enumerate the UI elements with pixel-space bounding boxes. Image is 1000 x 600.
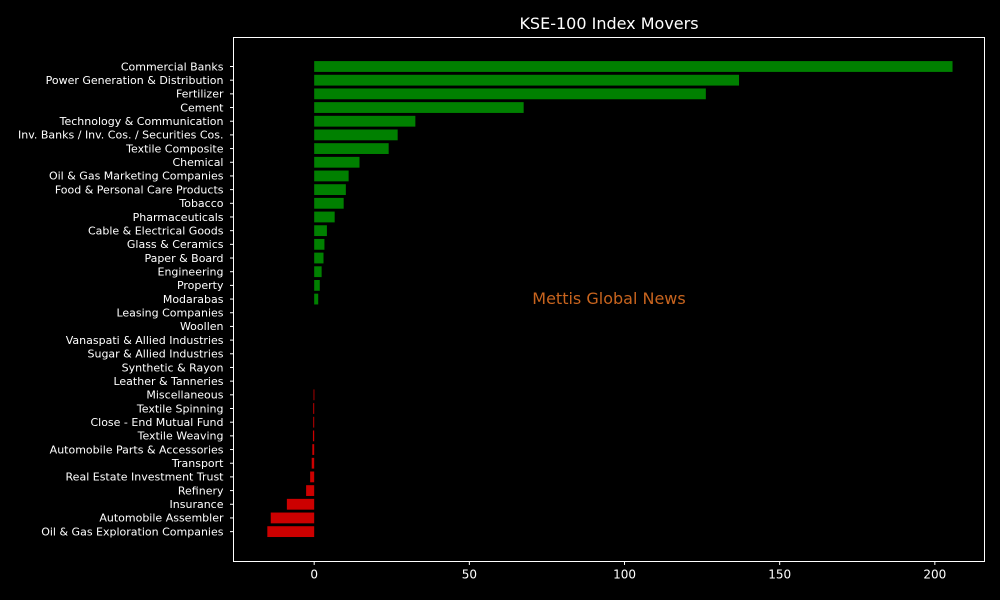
y-tick-label-24: Miscellaneous (146, 389, 223, 402)
bar-27 (312, 430, 315, 442)
y-tick-label-9: Food & Personal Care Products (55, 183, 224, 196)
bar-2 (314, 88, 706, 100)
y-tick-label-16: Property (177, 279, 224, 292)
y-tick-label-22: Synthetic & Rayon (122, 361, 224, 374)
watermark-text: Mettis Global News (532, 289, 685, 308)
y-tick-label-27: Textile Weaving (137, 430, 224, 443)
bar-29 (311, 457, 315, 469)
bar-12 (314, 225, 327, 237)
bar-13 (314, 238, 325, 250)
bar-11 (314, 211, 335, 223)
y-tick-label-7: Chemical (172, 156, 223, 169)
bar-33 (270, 512, 315, 524)
y-tick-label-21: Sugar & Allied Industries (87, 348, 223, 361)
y-tick-label-15: Engineering (158, 266, 224, 279)
bar-26 (313, 416, 315, 428)
y-tick-label-8: Oil & Gas Marketing Companies (49, 170, 224, 183)
y-tick-label-30: Real Estate Investment Trust (66, 471, 225, 484)
y-tick-label-33: Automobile Assembler (99, 512, 224, 525)
y-tick-label-34: Oil & Gas Exploration Companies (41, 525, 224, 538)
bar-30 (310, 471, 315, 483)
y-tick-label-6: Textile Composite (125, 142, 224, 155)
y-tick-label-28: Automobile Parts & Accessories (50, 443, 224, 456)
y-tick-label-13: Glass & Ceramics (127, 238, 224, 251)
x-tick-label-2: 100 (613, 568, 636, 582)
bar-1 (314, 74, 740, 86)
y-tick-label-5: Inv. Banks / Inv. Cos. / Securities Cos. (18, 129, 223, 142)
y-tick-label-32: Insurance (170, 498, 224, 511)
bar-0 (314, 61, 953, 72)
bar-8 (314, 170, 349, 182)
y-tick-label-18: Leasing Companies (116, 307, 223, 320)
y-tick-label-2: Fertilizer (176, 88, 224, 101)
y-tick-label-20: Vanaspati & Allied Industries (66, 334, 224, 347)
y-tick-label-29: Transport (171, 457, 224, 470)
y-tick-label-12: Cable & Electrical Goods (88, 224, 224, 237)
bar-32 (286, 498, 315, 510)
bar-3 (314, 102, 524, 113)
y-tick-label-1: Power Generation & Distribution (46, 74, 224, 87)
y-tick-label-26: Close - End Mutual Fund (90, 416, 223, 429)
y-tick-label-31: Refinery (178, 484, 224, 497)
y-tick-label-17: Modarabas (163, 293, 224, 306)
bar-6 (314, 143, 389, 154)
y-tick-label-11: Pharmaceuticals (133, 211, 224, 224)
bar-5 (314, 129, 398, 141)
bar-34 (267, 526, 315, 538)
bar-25 (313, 403, 315, 414)
bar-28 (312, 444, 315, 455)
y-tick-label-19: Woollen (180, 320, 224, 333)
bar-17 (314, 293, 319, 305)
bar-10 (314, 197, 344, 209)
bar-4 (314, 115, 416, 127)
y-tick-label-25: Textile Spinning (136, 402, 224, 415)
x-tick-label-4: 200 (923, 568, 946, 582)
y-tick-label-14: Paper & Board (144, 252, 223, 265)
y-tick-label-3: Cement (180, 101, 224, 114)
bar-16 (314, 279, 320, 291)
bar-7 (314, 156, 360, 168)
y-tick-label-23: Leather & Tanneries (113, 375, 223, 388)
y-tick-label-0: Commercial Banks (121, 60, 224, 73)
bar-14 (314, 252, 324, 264)
chart-title: KSE-100 Index Movers (519, 14, 698, 33)
y-tick-label-4: Technology & Communication (59, 115, 224, 128)
bar-15 (314, 266, 322, 278)
bar-31 (306, 485, 315, 496)
y-tick-label-10: Tobacco (178, 197, 223, 210)
x-tick-label-1: 50 (462, 568, 477, 582)
bar-9 (314, 184, 346, 196)
bar-24 (313, 389, 315, 401)
x-tick-label-0: 0 (310, 568, 318, 582)
x-tick-label-3: 150 (768, 568, 791, 582)
axes-frame (233, 37, 985, 562)
